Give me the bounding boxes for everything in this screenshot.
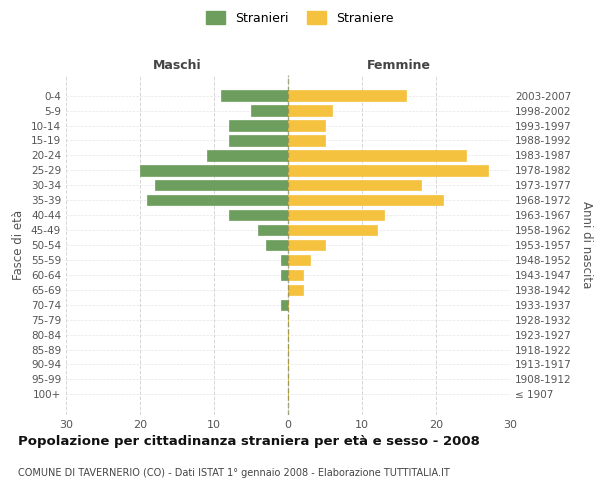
Bar bbox=[281, 300, 288, 310]
Bar bbox=[288, 240, 325, 250]
Bar bbox=[229, 136, 288, 145]
Bar bbox=[221, 90, 288, 101]
Bar bbox=[259, 225, 288, 235]
Bar bbox=[288, 180, 421, 190]
Bar bbox=[140, 165, 288, 175]
Bar bbox=[288, 136, 325, 145]
Bar bbox=[288, 284, 303, 295]
Bar bbox=[206, 150, 288, 160]
Bar bbox=[251, 106, 288, 116]
Bar bbox=[288, 165, 488, 175]
Bar bbox=[288, 225, 377, 235]
Bar bbox=[155, 180, 288, 190]
Text: Popolazione per cittadinanza straniera per età e sesso - 2008: Popolazione per cittadinanza straniera p… bbox=[18, 435, 480, 448]
Bar bbox=[288, 150, 466, 160]
Bar bbox=[288, 254, 310, 265]
Bar bbox=[288, 195, 443, 205]
Legend: Stranieri, Straniere: Stranieri, Straniere bbox=[203, 7, 397, 28]
Bar bbox=[288, 90, 406, 101]
Bar bbox=[229, 120, 288, 131]
Text: Femmine: Femmine bbox=[367, 60, 431, 72]
Bar bbox=[229, 210, 288, 220]
Text: COMUNE DI TAVERNERIO (CO) - Dati ISTAT 1° gennaio 2008 - Elaborazione TUTTITALIA: COMUNE DI TAVERNERIO (CO) - Dati ISTAT 1… bbox=[18, 468, 450, 477]
Bar bbox=[288, 106, 332, 116]
Y-axis label: Anni di nascita: Anni di nascita bbox=[580, 202, 593, 288]
Y-axis label: Fasce di età: Fasce di età bbox=[13, 210, 25, 280]
Bar bbox=[281, 254, 288, 265]
Text: Maschi: Maschi bbox=[152, 60, 202, 72]
Bar bbox=[281, 270, 288, 280]
Bar bbox=[148, 195, 288, 205]
Bar bbox=[288, 210, 384, 220]
Bar bbox=[288, 120, 325, 131]
Bar bbox=[288, 270, 303, 280]
Bar bbox=[266, 240, 288, 250]
